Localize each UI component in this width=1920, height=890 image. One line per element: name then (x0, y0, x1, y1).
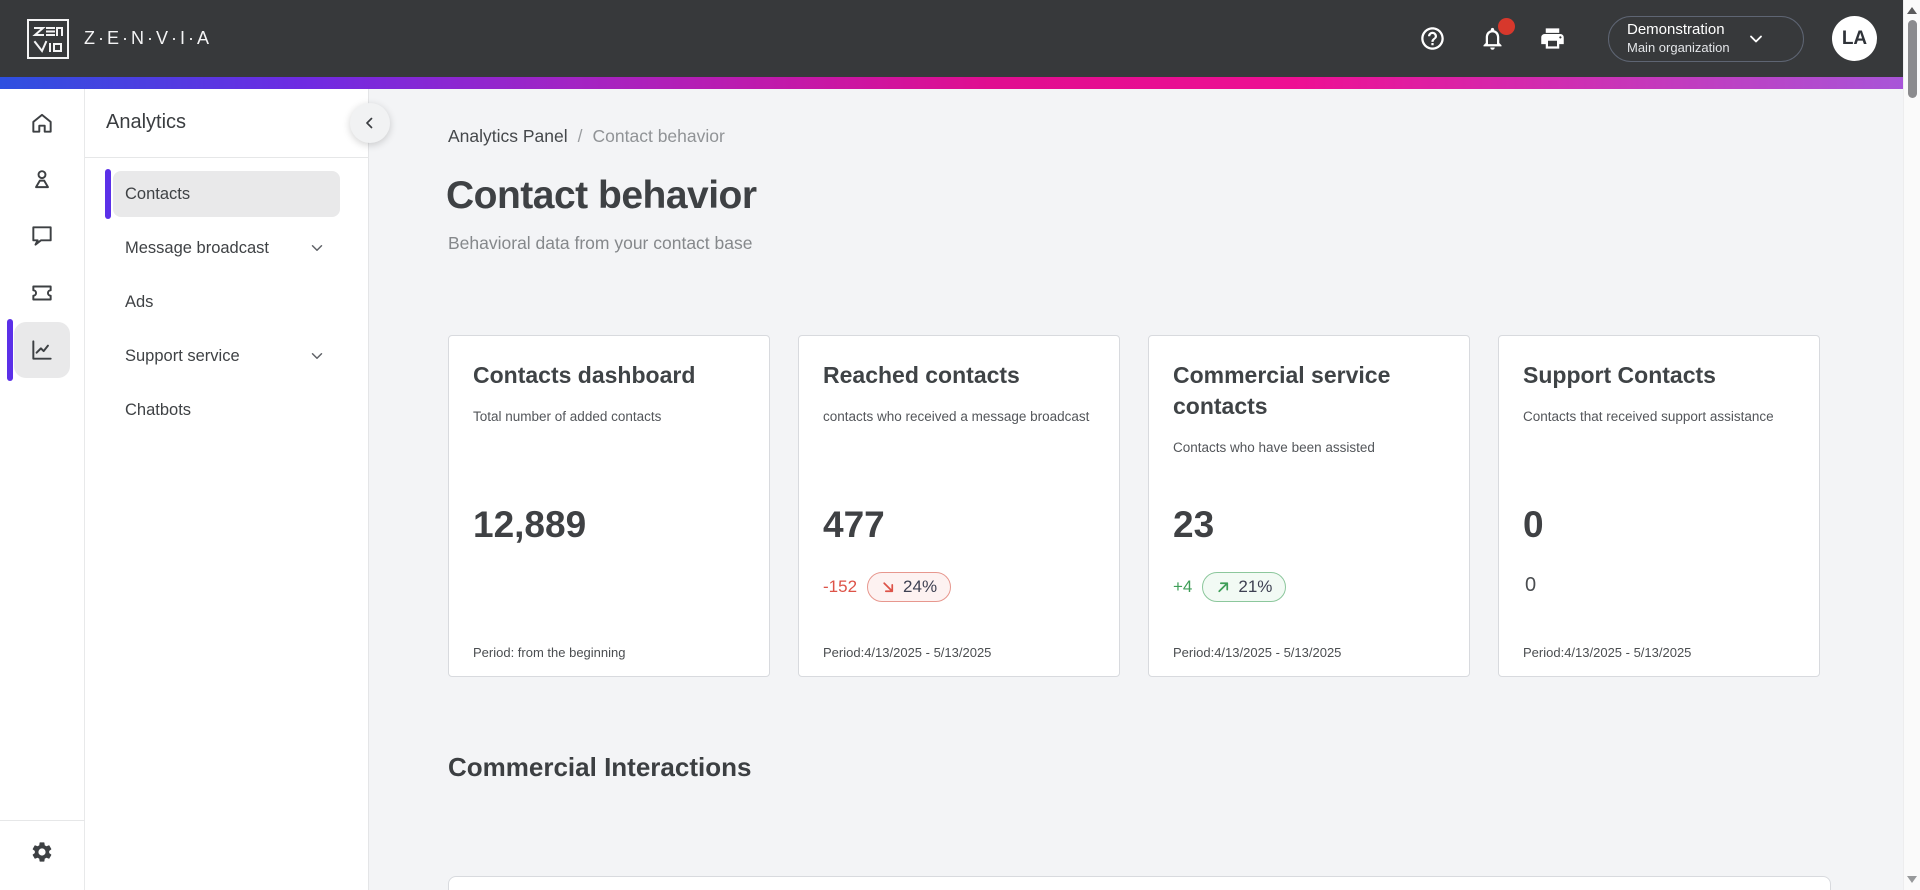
sidebar-item-ads[interactable]: Ads (113, 279, 340, 325)
organization-subtitle: Main organization (1627, 39, 1730, 55)
zenvia-logo[interactable]: Z·E·N·V·I·A (26, 17, 212, 61)
card-commercial-service-contacts: Commercial service contacts Contacts who… (1148, 335, 1470, 677)
chevron-left-icon (366, 117, 373, 129)
rail-settings-button[interactable] (14, 824, 70, 880)
card-trend-row: +4 21% (1173, 572, 1287, 602)
sidebar-item-label: Ads (125, 292, 154, 311)
chevron-down-icon (311, 353, 323, 359)
card-secondary-value: 0 (1525, 574, 1537, 596)
card-period: Period:4/13/2025 - 5/13/2025 (1523, 645, 1692, 660)
avatar[interactable]: LA (1832, 16, 1877, 61)
sidebar-item-label: Contacts (125, 184, 191, 203)
chat-icon (32, 226, 52, 246)
trend-badge: 21% (1202, 572, 1287, 602)
rail-home-button[interactable] (14, 95, 70, 151)
delta-value: +4 (1173, 577, 1193, 596)
organization-name: Demonstration (1627, 21, 1725, 38)
user-icon (35, 170, 49, 189)
page-subtitle: Behavioral data from your contact base (448, 233, 753, 253)
breadcrumb-analytics-panel[interactable]: Analytics Panel (448, 126, 568, 146)
card-period: Period: from the beginning (473, 645, 626, 660)
card-contacts-dashboard: Contacts dashboard Total number of added… (448, 335, 770, 677)
card-description: Total number of added contacts (473, 409, 662, 425)
card-description: Contacts who have been assisted (1173, 440, 1375, 456)
sidebar-item-support-service[interactable]: Support service (113, 333, 340, 379)
vertical-scrollbar[interactable] (1903, 0, 1920, 890)
card-period: Period:4/13/2025 - 5/13/2025 (823, 645, 992, 660)
scroll-down-arrow-icon[interactable] (1907, 876, 1917, 883)
analytics-side-panel: Analytics Contacts Message broadcast Ads… (85, 89, 369, 890)
breadcrumb-separator: / (577, 126, 583, 146)
notification-badge (1498, 18, 1515, 35)
card-description: Contacts that received support assistanc… (1523, 409, 1774, 425)
card-value: 0 (1523, 504, 1544, 545)
arrow-down-right-icon (883, 581, 894, 592)
card-period: Period:4/13/2025 - 5/13/2025 (1173, 645, 1342, 660)
card-value: 12,889 (473, 504, 587, 545)
trend-badge: 24% (867, 572, 952, 602)
trend-percent: 24% (903, 577, 938, 596)
panel-title: Analytics (106, 111, 187, 133)
gear-icon (32, 842, 52, 862)
zenvia-logo-icon (27, 18, 69, 59)
brand-gradient-bar (0, 77, 1903, 89)
card-reached-contacts: Reached contacts contacts who received a… (798, 335, 1120, 677)
organization-switcher[interactable]: Demonstration Main organization (1608, 15, 1804, 62)
help-icon[interactable] (1419, 25, 1446, 52)
rail-divider (0, 820, 85, 821)
kpi-cards-row: Contacts dashboard Total number of added… (448, 335, 1820, 677)
card-title: Support Contacts (1523, 362, 1716, 388)
brand-wordmark: Z·E·N·V·I·A (84, 28, 212, 48)
card-value: 23 (1173, 504, 1215, 545)
avatar-initials: LA (1841, 27, 1868, 49)
ticket-icon (32, 285, 52, 301)
rail-analytics-button[interactable] (14, 322, 70, 378)
rail-campaigns-button[interactable] (14, 265, 70, 321)
analytics-nav: Contacts Message broadcast Ads Support s… (85, 169, 369, 441)
delta-value: -152 (823, 577, 858, 596)
sidebar-item-label: Message broadcast (125, 238, 269, 257)
card-value: 477 (823, 504, 885, 545)
sidebar-item-contacts[interactable]: Contacts (105, 169, 340, 219)
panel-divider (85, 157, 369, 158)
trend-percent: 21% (1238, 577, 1273, 596)
rail-active-indicator (7, 319, 13, 381)
card-description: contacts who received a message broadcas… (823, 409, 1090, 425)
sidebar-item-message-broadcast[interactable]: Message broadcast (113, 225, 340, 271)
rail-contacts-button[interactable] (14, 151, 70, 207)
rail-conversations-button[interactable] (14, 208, 70, 264)
sidebar-item-chatbots[interactable]: Chatbots (113, 387, 340, 433)
breadcrumb: Analytics Panel / Contact behavior (448, 126, 725, 147)
chevron-down-icon (311, 245, 323, 251)
home-icon (32, 113, 52, 133)
icon-rail (0, 89, 85, 890)
scrollbar-thumb[interactable] (1907, 20, 1917, 98)
card-trend-row: -152 24% (823, 572, 952, 602)
breadcrumb-current: Contact behavior (592, 126, 725, 146)
card-title: Contacts dashboard (473, 362, 696, 388)
arrow-up-right-icon (1218, 581, 1229, 592)
line-chart-icon (32, 340, 52, 360)
notification-bell-icon[interactable] (1479, 18, 1515, 52)
print-icon[interactable] (1539, 25, 1566, 52)
card-title: Commercial service contacts (1173, 362, 1391, 420)
active-item-indicator (105, 169, 111, 219)
sidebar-item-label: Chatbots (125, 400, 192, 419)
commercial-interactions-card (448, 876, 1831, 890)
collapse-panel-button[interactable] (350, 103, 390, 143)
topbar: Z·E·N·V·I·A Demonstration Main organizat… (0, 0, 1903, 77)
section-title-commercial-interactions: Commercial Interactions (448, 752, 752, 782)
card-support-contacts: Support Contacts Contacts that received … (1498, 335, 1820, 677)
card-title: Reached contacts (823, 362, 1020, 388)
sidebar-item-label: Support service (125, 346, 240, 365)
scroll-up-arrow-icon[interactable] (1907, 7, 1917, 14)
page-title: Contact behavior (446, 174, 757, 217)
chevron-down-icon (1749, 35, 1762, 42)
